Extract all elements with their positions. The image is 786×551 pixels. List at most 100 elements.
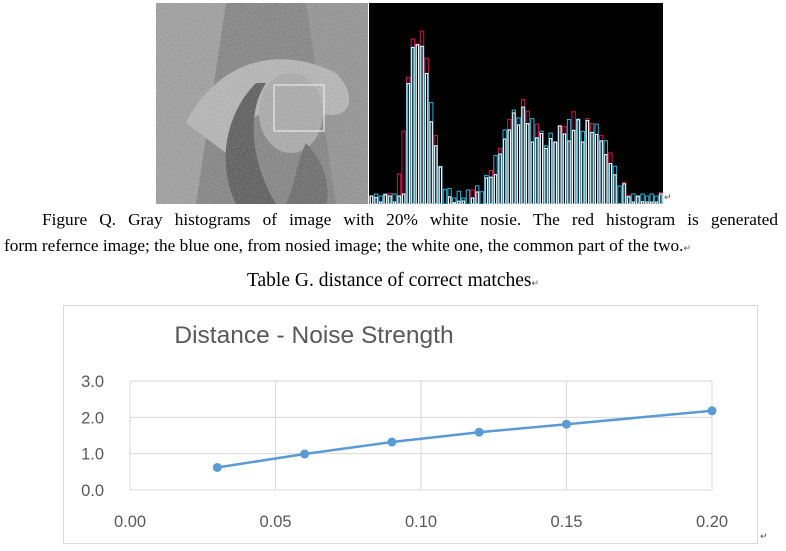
y-tick-label: 1.0	[81, 446, 104, 464]
common-bin	[521, 106, 525, 204]
noisy-bin	[493, 155, 498, 204]
noisy-image	[156, 3, 368, 204]
x-tick-label: 0.00	[114, 513, 146, 531]
noisy-bin	[543, 145, 549, 204]
common-bin	[457, 200, 461, 204]
noisy-bin	[612, 165, 618, 204]
noisy-bin	[442, 188, 448, 204]
noisy-bin	[484, 174, 489, 204]
common-bin	[539, 132, 544, 204]
common-bin	[562, 133, 567, 204]
gray-histogram	[369, 3, 663, 204]
noisy-bin	[511, 109, 517, 204]
noisy-bin	[479, 191, 484, 204]
data-point	[212, 462, 222, 472]
y-tick-label: 3.0	[81, 373, 104, 391]
x-tick-label: 0.15	[550, 513, 582, 531]
noisy-bin	[502, 129, 507, 204]
common-bin	[415, 44, 420, 204]
common-bin	[434, 145, 438, 204]
common-bin	[530, 141, 534, 204]
data-point	[562, 419, 571, 429]
common-bin	[567, 140, 571, 204]
noisy-bin	[644, 195, 650, 204]
common-bin	[650, 201, 654, 204]
common-bin	[558, 125, 562, 204]
common-bin	[493, 174, 498, 204]
reference-bin	[396, 173, 402, 204]
common-bin	[622, 183, 626, 204]
common-bin	[636, 195, 640, 204]
x-tick-label: 0.10	[405, 513, 437, 531]
common-bin	[438, 166, 443, 204]
series-line	[217, 409, 713, 469]
paragraph-mark: ↵	[760, 532, 768, 542]
common-bin	[645, 201, 649, 204]
common-bin	[498, 153, 502, 204]
common-bin	[383, 194, 387, 204]
noisy-bin	[447, 188, 452, 204]
figure-q-caption-line2: form refernce image; the blue one, from …	[4, 236, 684, 255]
common-bin	[470, 197, 475, 204]
common-bin	[369, 195, 374, 204]
common-bin	[608, 162, 612, 204]
common-bin	[447, 196, 452, 204]
paragraph-mark: ↵	[531, 279, 540, 289]
common-bin	[631, 201, 635, 204]
noisy-image-graphic	[156, 3, 368, 204]
common-bin	[475, 191, 479, 204]
common-bin	[406, 83, 410, 204]
noisy-bin	[566, 119, 572, 204]
common-bin	[553, 141, 557, 204]
common-bin	[484, 177, 488, 204]
common-bin	[576, 119, 580, 204]
data-point	[474, 427, 484, 437]
common-bin	[581, 141, 585, 204]
gray-histogram-graphic	[369, 30, 663, 204]
common-bin	[489, 176, 493, 204]
common-bin	[512, 112, 516, 204]
chart-svg: Distance - Noise Strength 0.0 1.0 2.0 3.0 0.…	[81, 322, 728, 531]
noisy-bin	[539, 130, 544, 204]
data-point	[707, 406, 717, 416]
figure-q-caption-line1: Figure Q. Gray histograms of image with …	[42, 210, 778, 229]
paragraph-mark: ↵	[683, 244, 692, 254]
common-bin	[429, 121, 433, 204]
noisy-bin	[594, 123, 599, 204]
common-bin	[590, 131, 594, 204]
data-point	[300, 449, 310, 459]
common-bin	[585, 120, 589, 204]
noisy-bin	[438, 165, 443, 204]
common-bin	[549, 138, 553, 204]
common-bin	[374, 197, 378, 204]
noisy-bin	[378, 195, 383, 204]
common-bin	[654, 201, 658, 204]
data-point	[387, 437, 397, 447]
common-bin	[594, 133, 599, 204]
common-bin	[613, 174, 617, 204]
common-bin	[461, 200, 465, 204]
common-bin	[388, 195, 392, 204]
common-bin	[411, 46, 415, 204]
common-bin	[604, 154, 608, 204]
common-bin	[503, 138, 507, 204]
distance-noise-chart: Distance - Noise Strength 0.0 1.0 2.0 3.0 0.…	[63, 305, 758, 544]
common-bin	[516, 124, 521, 204]
paragraph-mark: ↵	[664, 193, 672, 203]
common-bin	[544, 148, 548, 204]
noisy-bin	[465, 189, 471, 204]
noisy-bin	[451, 197, 457, 204]
common-bin	[402, 193, 406, 204]
common-bin	[379, 201, 383, 204]
common-bin	[392, 201, 397, 204]
noisy-bin	[461, 197, 466, 204]
common-bin	[659, 193, 663, 204]
common-bin	[507, 129, 511, 204]
table-g-caption-text: Table G. distance of correct matches	[246, 270, 532, 291]
noisy-bin	[654, 195, 659, 204]
common-bin	[452, 202, 456, 204]
common-bin	[599, 140, 603, 204]
common-bin	[526, 123, 530, 204]
y-tick-label: 0.0	[81, 482, 104, 500]
figure-q-caption: Figure Q. Gray histograms of image with …	[4, 207, 778, 262]
